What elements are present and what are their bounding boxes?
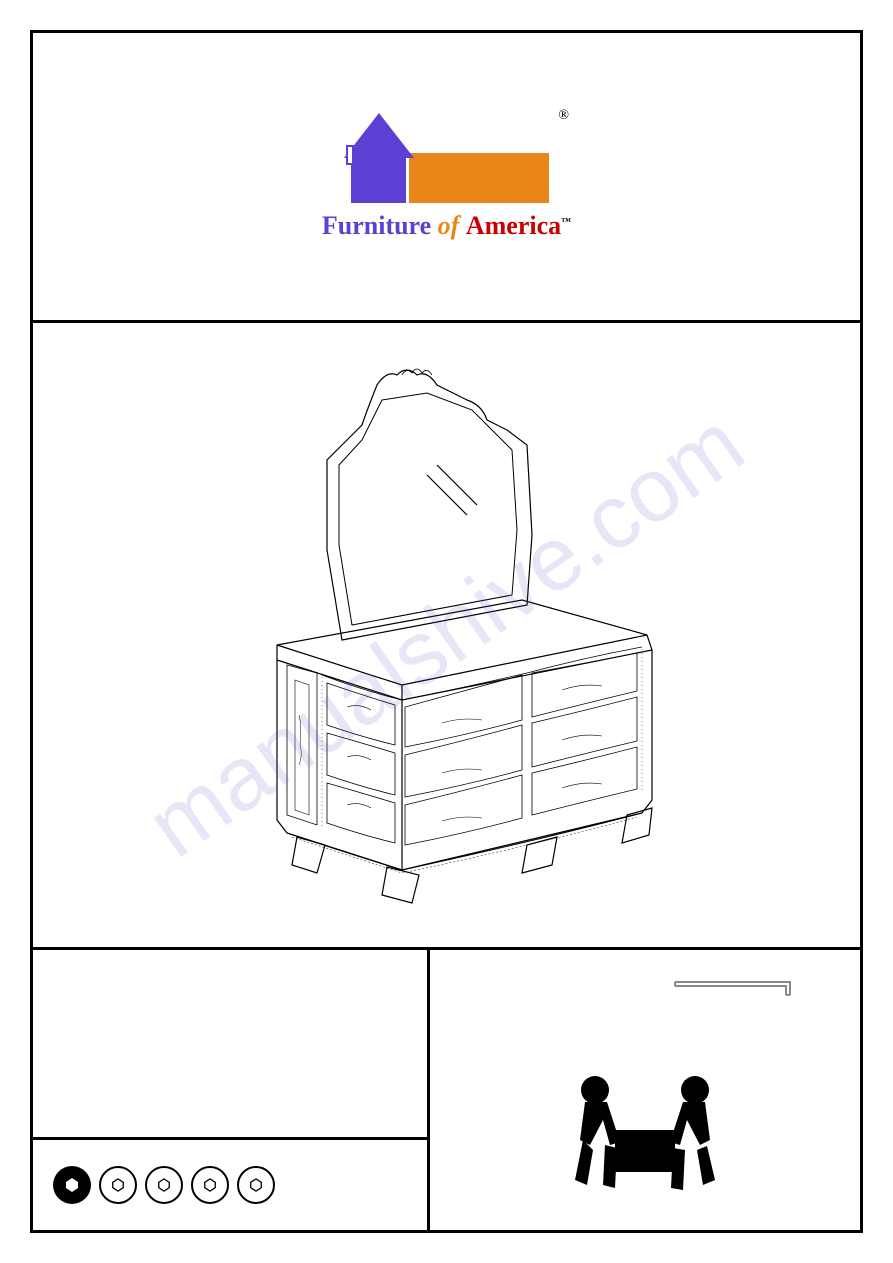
brand-text: Furniture of America™ [322, 211, 571, 241]
orange-rectangle [409, 153, 549, 203]
brand-furniture: Furniture [322, 211, 431, 240]
difficulty-hex-5 [237, 1166, 275, 1204]
two-person-lift-icon [555, 1070, 735, 1210]
difficulty-panel [33, 1140, 427, 1230]
brand-of: of [431, 211, 466, 240]
bottom-right-panel [430, 950, 860, 1230]
difficulty-hex-1 [53, 1166, 91, 1204]
house-icon [344, 113, 414, 203]
product-illustration-section: manualshive.com [33, 323, 860, 950]
trademark-tm: ™ [561, 216, 571, 227]
dresser-mirror-illustration [187, 355, 707, 915]
header-section: ® Furniture of America™ [33, 33, 860, 323]
brand-logo: ® Furniture of America™ [322, 113, 571, 241]
difficulty-hex-2 [99, 1166, 137, 1204]
difficulty-hex-4 [191, 1166, 229, 1204]
allen-key-icon [670, 970, 810, 1000]
bottom-section [33, 950, 860, 1230]
info-panel [33, 950, 427, 1140]
outer-border: ® Furniture of America™ manualshive.com [30, 30, 863, 1233]
difficulty-hex-3 [145, 1166, 183, 1204]
brand-america: America [466, 211, 561, 240]
trademark-r: ® [558, 108, 569, 124]
difficulty-indicator [53, 1166, 275, 1204]
logo-shapes: ® [344, 113, 549, 203]
bottom-left-panel [33, 950, 430, 1230]
page-container: ® Furniture of America™ manualshive.com [0, 0, 893, 1263]
